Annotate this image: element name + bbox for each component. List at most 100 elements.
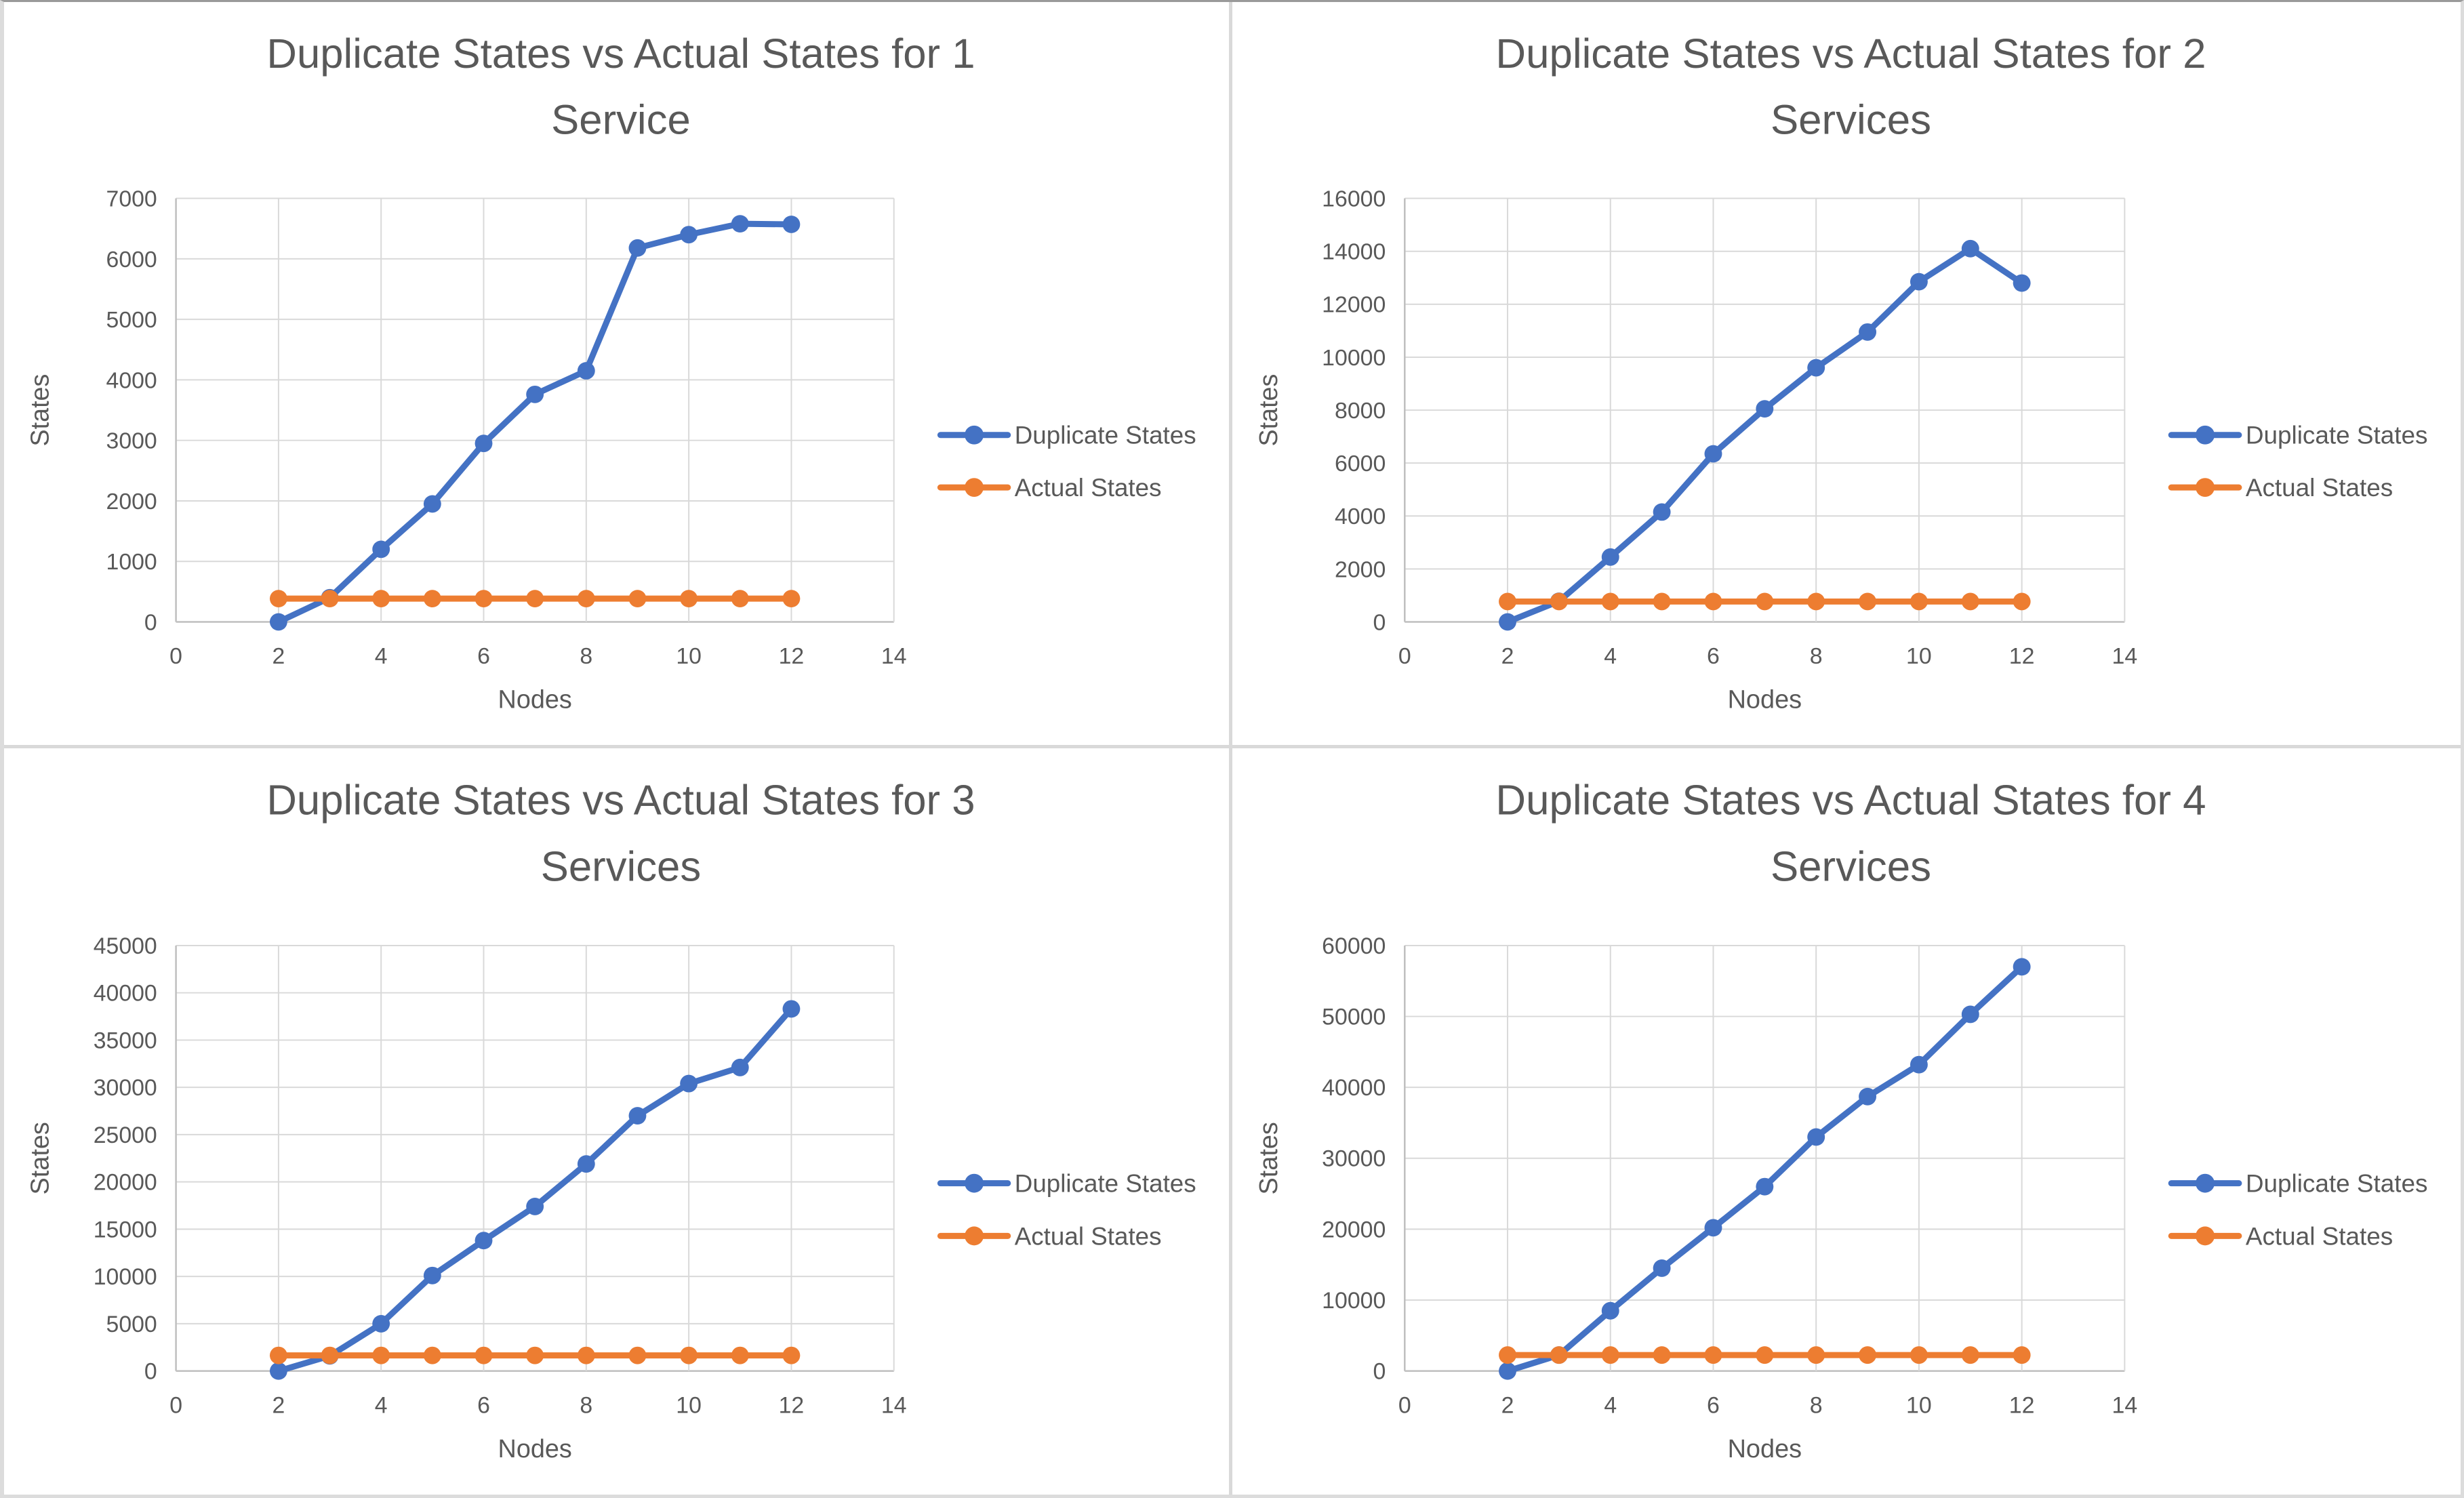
data-point-marker: [1961, 239, 1979, 258]
data-point-marker: [577, 1346, 595, 1364]
y-tick-label: 60000: [1322, 933, 1386, 959]
x-tick-label: 6: [477, 643, 490, 669]
legend: Duplicate States Actual States: [937, 1170, 1196, 1250]
data-point-marker: [1807, 1346, 1825, 1364]
chart-panel-1-service: 0 1000 2000 3000 4000 5000 6000 7000 0 2 4 6 8 10 12 14…: [4, 2, 1232, 748]
x-axis-tick-labels: 0 2 4 6 8 10 12 14: [169, 643, 906, 669]
data-point-marker: [782, 1000, 801, 1018]
data-point-marker: [474, 434, 493, 453]
gridlines: [175, 197, 895, 623]
x-axis-title: Nodes: [498, 1435, 572, 1463]
data-point-marker: [526, 1197, 544, 1215]
y-tick-label: 7000: [106, 186, 157, 212]
series-actual-states: [1499, 1346, 2031, 1364]
series-duplicate-states: [1499, 239, 2031, 631]
data-point-marker: [1961, 1346, 1979, 1364]
legend-label: Actual States: [1015, 474, 1162, 502]
data-point-marker: [269, 590, 287, 608]
legend-marker: [965, 1226, 984, 1246]
legend-marker: [2196, 1173, 2215, 1193]
data-point-marker: [1601, 592, 1619, 611]
data-point-marker: [731, 1346, 749, 1364]
data-point-marker: [423, 1346, 441, 1364]
data-point-marker: [1910, 1346, 1928, 1364]
y-tick-label: 5000: [106, 307, 157, 333]
x-tick-label: 10: [676, 1392, 702, 1418]
data-point-marker: [1704, 1219, 1722, 1237]
data-point-marker: [2013, 274, 2031, 292]
series-actual-states: [1499, 592, 2031, 611]
data-point-marker: [1756, 592, 1774, 611]
x-tick-label: 8: [1810, 1392, 1823, 1418]
x-tick-label: 14: [2112, 1392, 2138, 1418]
y-axis-title: States: [1255, 374, 1283, 447]
y-tick-label: 6000: [1335, 451, 1386, 477]
chart-title: Duplicate States vs Actual States for 3 S…: [266, 777, 975, 891]
y-tick-label: 30000: [1322, 1146, 1386, 1172]
chart-title-line-2: Service: [551, 96, 691, 143]
x-tick-label: 0: [169, 643, 182, 669]
data-point-marker: [1910, 1055, 1928, 1074]
data-point-marker: [526, 590, 544, 608]
y-axis-title: States: [1255, 1122, 1283, 1194]
data-point-marker: [1653, 1346, 1671, 1364]
x-tick-label: 12: [779, 643, 805, 669]
data-point-marker: [1653, 1259, 1671, 1277]
data-point-marker: [628, 590, 647, 608]
y-tick-label: 4000: [106, 367, 157, 393]
series-duplicate-states: [269, 215, 801, 631]
chart-title-line-1: Duplicate States vs Actual States for 4: [1495, 777, 2206, 824]
y-tick-label: 40000: [1322, 1075, 1386, 1101]
gridlines: [1404, 197, 2126, 623]
y-tick-label: 10000: [1322, 345, 1386, 371]
data-point-marker: [782, 1346, 801, 1364]
legend-label: Duplicate States: [1015, 1170, 1196, 1198]
x-axis-tick-labels: 0 2 4 6 8 10 12 14: [1398, 643, 2137, 669]
x-tick-label: 0: [1398, 1392, 1411, 1418]
data-point-marker: [1601, 1301, 1619, 1320]
y-tick-label: 0: [144, 609, 157, 635]
x-tick-label: 0: [1398, 643, 1411, 669]
data-point-marker: [731, 215, 749, 233]
chart-title-line-1: Duplicate States vs Actual States for 1: [266, 31, 975, 77]
data-point-marker: [2013, 958, 2031, 976]
data-point-marker: [1807, 1128, 1825, 1146]
data-point-marker: [1550, 592, 1568, 611]
x-tick-label: 4: [375, 1392, 388, 1418]
legend: Duplicate States Actual States: [2168, 422, 2427, 502]
legend-label: Actual States: [1015, 1222, 1162, 1250]
x-tick-label: 4: [375, 643, 388, 669]
chart-panel-2-services: 0 2000 4000 6000 8000 10000 12000 14000 16000 0 2 4…: [1232, 2, 2461, 748]
y-tick-label: 1000: [106, 549, 157, 575]
data-point-marker: [372, 590, 390, 608]
y-tick-label: 3000: [106, 428, 157, 454]
data-point-marker: [423, 590, 441, 608]
data-point-marker: [628, 1107, 647, 1125]
data-point-marker: [321, 1346, 339, 1364]
data-point-marker: [1601, 548, 1619, 566]
legend-marker: [2196, 425, 2215, 445]
line-chart-3-services: 0 5000 10000 15000 20000 25000 30000 35000 40000…: [26, 777, 1196, 1464]
data-point-marker: [1550, 1346, 1568, 1364]
data-point-marker: [269, 613, 287, 631]
x-tick-label: 6: [1707, 1392, 1720, 1418]
data-point-marker: [680, 590, 698, 608]
data-point-marker: [1859, 323, 1877, 341]
chart-panel-3-services: 0 5000 10000 15000 20000 25000 30000 35000 40000…: [4, 748, 1232, 1495]
data-point-marker: [1653, 592, 1671, 611]
data-point-marker: [2013, 1346, 2031, 1364]
y-axis-tick-labels: 0 10000 20000 30000 40000 50000 60000: [1322, 933, 1386, 1385]
data-point-marker: [1910, 272, 1928, 291]
data-point-marker: [372, 1314, 390, 1333]
y-tick-label: 8000: [1335, 398, 1386, 424]
y-tick-label: 0: [1373, 1359, 1386, 1385]
data-point-marker: [526, 385, 544, 403]
data-point-marker: [372, 1346, 390, 1364]
data-point-marker: [731, 1058, 749, 1076]
data-point-marker: [1961, 1005, 1979, 1024]
data-point-marker: [1601, 1346, 1619, 1364]
data-point-marker: [628, 239, 647, 257]
y-tick-label: 2000: [106, 489, 157, 514]
chart-title: Duplicate States vs Actual States for 1 S…: [266, 31, 975, 143]
data-point-marker: [1859, 1346, 1877, 1364]
